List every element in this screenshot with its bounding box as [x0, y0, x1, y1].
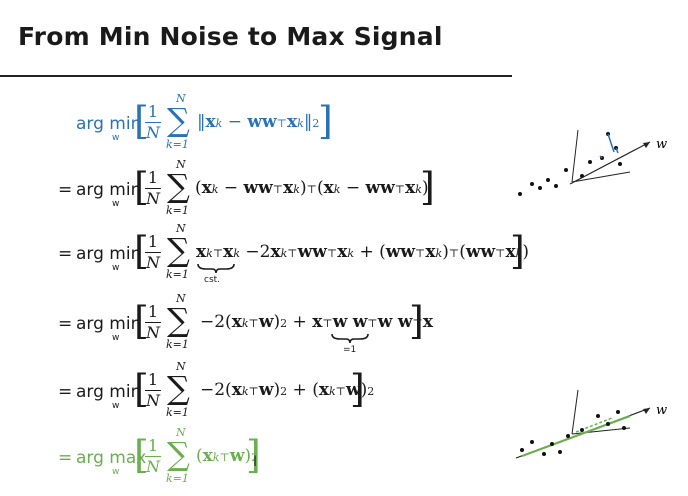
argmin-under: w — [112, 133, 120, 143]
slide-title: From Min Noise to Max Signal — [18, 22, 443, 51]
argmin-op: arg min — [76, 114, 142, 134]
note-one: =1 — [343, 345, 357, 355]
axis-w-label-2: w — [656, 403, 667, 418]
signal-sketch: w — [515, 389, 667, 459]
underbrace-one — [331, 333, 369, 344]
text-cursor-icon: I — [253, 454, 258, 470]
noise-sketch: w — [518, 129, 667, 196]
axis-w-label: w — [656, 137, 667, 152]
sum-symbol: ∑ — [167, 101, 190, 139]
underbrace-cst — [197, 263, 235, 274]
title-divider — [0, 75, 512, 77]
note-cst: cst. — [204, 275, 221, 285]
